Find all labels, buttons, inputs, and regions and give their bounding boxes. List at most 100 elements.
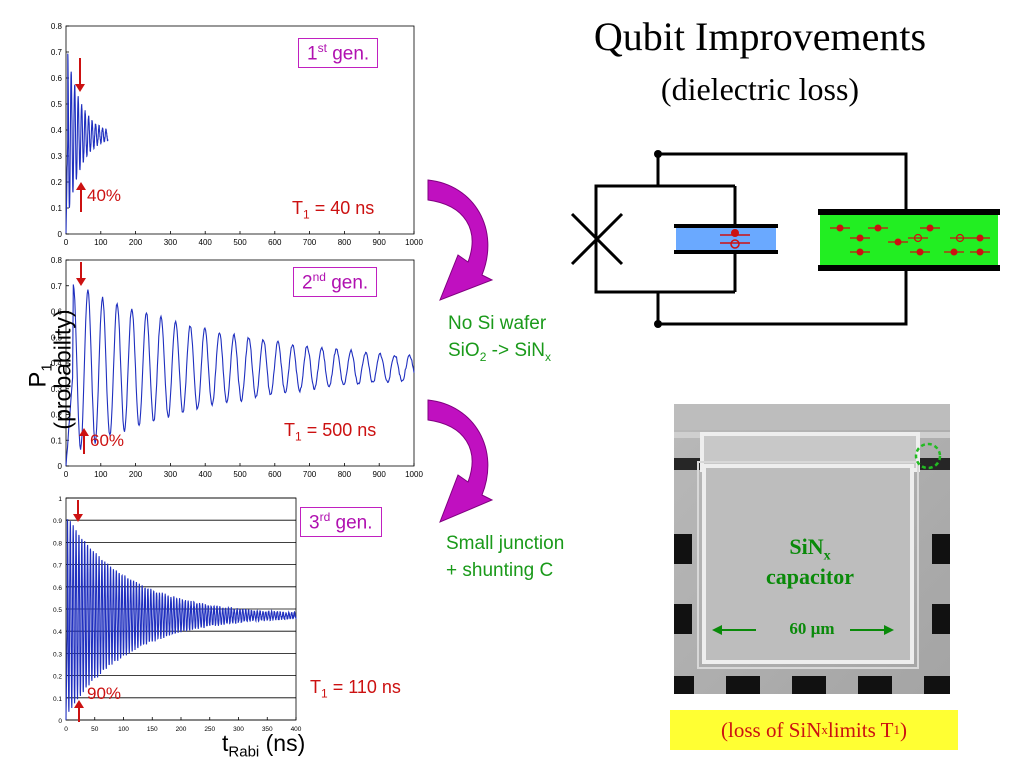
y-tick-label: 0.2: [51, 178, 63, 187]
transition-line: No Si wafer: [448, 313, 547, 334]
micrograph-label: SiNx capacitor: [730, 534, 890, 590]
y-tick-label: 0.8: [53, 540, 62, 547]
curved-arrow-icon: [427, 399, 494, 523]
rabi-charts: 0 100 200 300 400 500 600 700 800 900 100000.10.20…: [51, 22, 424, 733]
up-arrow-icon: [79, 428, 89, 436]
y-tick-label: 0.2: [53, 674, 62, 681]
t1-sub: 1: [321, 686, 328, 701]
x-tick-label: 100: [94, 470, 108, 479]
y-axis-paren: (probability): [49, 309, 76, 430]
x-tick-label: 400: [291, 726, 302, 733]
x-axis-label-main: t: [222, 730, 229, 756]
x-tick-label: 250: [204, 726, 215, 733]
down-arrow-icon: [73, 514, 83, 522]
t1-main: T: [284, 420, 295, 440]
y-tick-label: 0.7: [51, 282, 63, 291]
x-tick-label: 900: [373, 470, 387, 479]
y-tick-label: 0.6: [51, 74, 63, 83]
y-axis-label-main: P: [24, 371, 52, 388]
y-tick-label: 0.5: [51, 100, 63, 109]
y-tick-label: 0.3: [51, 152, 63, 161]
percent-label-1: 40%: [87, 186, 122, 205]
y-tick-label: 0: [58, 462, 63, 471]
capacitor-micrograph: [674, 404, 950, 694]
micrograph-label-line2: capacitor: [766, 564, 854, 590]
transition-arrows: [427, 179, 494, 523]
x-tick-label: 600: [268, 470, 282, 479]
y-tick-label: 0.2: [51, 411, 63, 420]
x-tick-label: 100: [94, 238, 108, 247]
t1-value: = 110 ns: [327, 677, 401, 697]
t1-label-2: T1 = 500 ns: [284, 420, 376, 444]
x-tick-label: 500: [233, 470, 247, 479]
y-tick-label: 0.8: [51, 22, 63, 31]
x-tick-label: 1000: [405, 470, 423, 479]
y-tick-label: 0: [58, 718, 62, 725]
up-arrow-icon: [76, 182, 86, 190]
t1-value: = 40 ns: [309, 198, 375, 218]
t1-value: = 500 ns: [301, 420, 377, 440]
rabi-trace: [65, 53, 109, 234]
t1-label-3: T1 = 110 ns: [310, 677, 401, 701]
transition-line: + shunting C: [446, 560, 554, 581]
y-tick-label: 0.4: [51, 359, 63, 368]
transition-line: Small junction: [446, 533, 565, 554]
x-tick-label: 0: [64, 238, 69, 247]
x-axis-label: tRabi (ns): [222, 730, 305, 761]
gen-num: 3: [309, 512, 320, 534]
y-tick-label: 0.5: [53, 607, 62, 614]
y-tick-label: 0.7: [51, 48, 63, 57]
transition-text-2: Small junction + shunting C: [446, 530, 564, 584]
y-tick-label: 0.3: [51, 385, 63, 394]
y-tick-label: 0.4: [51, 126, 63, 135]
x-tick-label: 900: [373, 238, 387, 247]
y-tick-label: 0.9: [53, 518, 62, 525]
y-tick-label: 0: [58, 230, 63, 239]
gen-sup: rd: [319, 510, 331, 524]
x-tick-label: 400: [199, 470, 213, 479]
junction-icon: [570, 212, 624, 266]
curved-arrow-icon: [427, 179, 494, 301]
x-tick-label: 150: [147, 726, 158, 733]
x-tick-label: 300: [164, 238, 178, 247]
x-tick-label: 350: [262, 726, 273, 733]
gen-num: 1: [307, 43, 318, 65]
percent-label-2: 60%: [90, 431, 125, 450]
slide-subtitle: (dielectric loss): [660, 71, 860, 107]
circuit-diagram: [570, 150, 1000, 328]
rabi-trace: [65, 284, 415, 466]
x-axis-label-sub: Rabi: [228, 743, 260, 761]
x-tick-label: 700: [303, 470, 317, 479]
x-tick-label: 700: [303, 238, 317, 247]
x-tick-label: 100: [118, 726, 129, 733]
y-tick-label: 0.8: [51, 256, 63, 265]
x-tick-label: 400: [199, 238, 213, 247]
caption-box: (loss of SiN x limits T 1): [670, 710, 958, 750]
t1-main: T: [310, 677, 321, 697]
y-tick-label: 0.4: [53, 629, 62, 636]
gen-word: gen.: [326, 43, 370, 65]
x-tick-label: 200: [129, 238, 143, 247]
t1-label-1: T1 = 40 ns: [292, 198, 374, 222]
transition-text-1: No Si wafer SiO2 -> SiNx: [448, 310, 551, 371]
t1-sub: 1: [295, 429, 302, 444]
x-axis-label-unit: (ns): [265, 730, 306, 756]
x-tick-label: 50: [91, 726, 99, 733]
sio2-capacitor-icon: [674, 224, 778, 254]
gen-sup: nd: [312, 270, 326, 284]
tls-defects-icon: [830, 224, 990, 256]
down-arrow-icon: [76, 278, 86, 286]
y-tick-label: 0.1: [51, 204, 63, 213]
y-tick-label: 0.6: [53, 585, 62, 592]
up-arrow-icon: [74, 700, 84, 708]
x-tick-label: 1000: [405, 238, 423, 247]
y-tick-label: 0.1: [51, 436, 63, 445]
slide-title: Qubit Improvements: [593, 14, 927, 59]
transition-line: SiO2 -> SiNx: [448, 340, 551, 364]
y-tick-label: 0.5: [51, 333, 63, 342]
down-arrow-icon: [75, 84, 85, 92]
percent-label-3: 90%: [87, 684, 122, 703]
y-tick-label: 0.1: [53, 696, 62, 703]
x-tick-label: 0: [64, 470, 69, 479]
t1-sub: 1: [303, 207, 310, 222]
